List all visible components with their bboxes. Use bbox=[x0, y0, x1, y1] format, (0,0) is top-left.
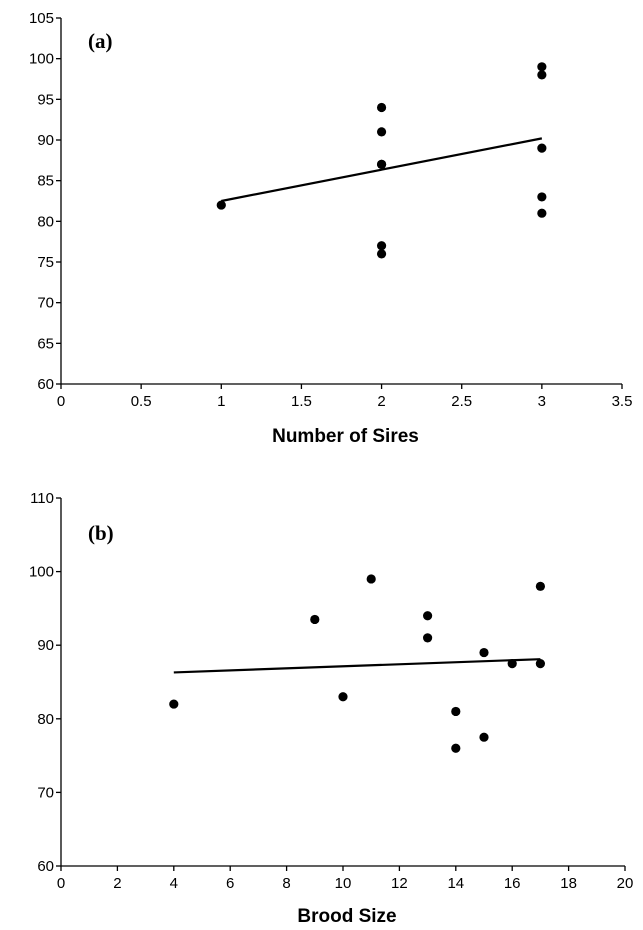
data-point bbox=[310, 614, 320, 625]
y-tick-label: 85 bbox=[37, 173, 54, 190]
x-tick-label: 8 bbox=[282, 875, 290, 892]
x-tick-label: 1 bbox=[217, 393, 225, 410]
x-tick-label: 3 bbox=[538, 393, 546, 410]
x-tick-label: 16 bbox=[504, 875, 521, 892]
data-point bbox=[537, 143, 547, 153]
x-tick-label: 14 bbox=[447, 875, 464, 892]
x-tick-label: 6 bbox=[226, 875, 234, 892]
data-point bbox=[535, 581, 546, 591]
data-point bbox=[366, 574, 376, 584]
y-tick-label: 60 bbox=[37, 376, 54, 393]
y-tick-label: 60 bbox=[37, 858, 54, 875]
panel-label: (b) bbox=[88, 521, 114, 545]
y-tick-label: 80 bbox=[37, 711, 54, 728]
y-tick-label: 100 bbox=[29, 564, 54, 581]
data-point bbox=[423, 633, 433, 643]
y-tick-label: 90 bbox=[37, 637, 54, 654]
panel-label: (a) bbox=[88, 29, 113, 53]
y-tick-label: 75 bbox=[37, 254, 54, 271]
data-point bbox=[479, 732, 489, 742]
data-point bbox=[451, 706, 461, 717]
data-point bbox=[216, 200, 226, 210]
data-point bbox=[423, 611, 433, 621]
x-tick-label: 20 bbox=[617, 875, 634, 892]
data-point bbox=[376, 159, 387, 169]
x-tick-label: 0 bbox=[57, 393, 65, 410]
x-tick-label: 3.5 bbox=[612, 393, 633, 410]
chart-panel-1: 60 65 70 75 80 85 90 95 100 105 0 0.5 1 1.5 2 2.5 3 3.5 Nu… bbox=[29, 10, 632, 447]
x-axis-title: Brood Size bbox=[297, 906, 396, 927]
chart-panel-2: 60 70 80 90 100 110 0 2 4 6 8 10 12 14 16 18 20 Brood Siz… bbox=[29, 490, 633, 927]
x-tick-label: 2.5 bbox=[451, 393, 472, 410]
data-point bbox=[451, 743, 461, 753]
y-tick-label: 70 bbox=[37, 784, 54, 801]
data-point bbox=[376, 127, 387, 137]
data-point bbox=[535, 659, 546, 669]
y-tick-label: 105 bbox=[29, 10, 54, 27]
x-tick-label: 0.5 bbox=[131, 393, 152, 410]
x-tick-label: 10 bbox=[335, 875, 352, 892]
y-tick-label: 80 bbox=[37, 213, 54, 230]
x-tick-label: 0 bbox=[57, 875, 65, 892]
data-point bbox=[338, 692, 348, 702]
y-tick-label: 90 bbox=[37, 132, 54, 149]
x-tick-label: 1.5 bbox=[291, 393, 312, 410]
data-point bbox=[479, 647, 489, 658]
trendline bbox=[173, 658, 541, 674]
data-point bbox=[537, 208, 547, 218]
y-tick-label: 65 bbox=[37, 335, 54, 352]
x-tick-label: 12 bbox=[391, 875, 408, 892]
trendline bbox=[221, 137, 543, 203]
data-point bbox=[537, 192, 547, 202]
x-tick-label: 18 bbox=[560, 875, 577, 892]
x-axis-title: Number of Sires bbox=[272, 426, 419, 447]
x-tick-label: 2 bbox=[377, 393, 385, 410]
data-point bbox=[507, 659, 517, 669]
y-tick-label: 100 bbox=[29, 51, 54, 68]
data-point bbox=[537, 70, 547, 80]
data-point bbox=[169, 699, 179, 709]
y-tick-label: 95 bbox=[37, 91, 54, 108]
data-point bbox=[376, 249, 387, 259]
y-tick-label: 70 bbox=[37, 295, 54, 312]
x-tick-label: 2 bbox=[113, 875, 121, 892]
x-tick-label: 4 bbox=[170, 875, 178, 892]
data-point bbox=[376, 102, 387, 113]
data-point bbox=[376, 241, 387, 251]
data-point bbox=[537, 62, 547, 72]
y-tick-label: 110 bbox=[30, 490, 54, 507]
